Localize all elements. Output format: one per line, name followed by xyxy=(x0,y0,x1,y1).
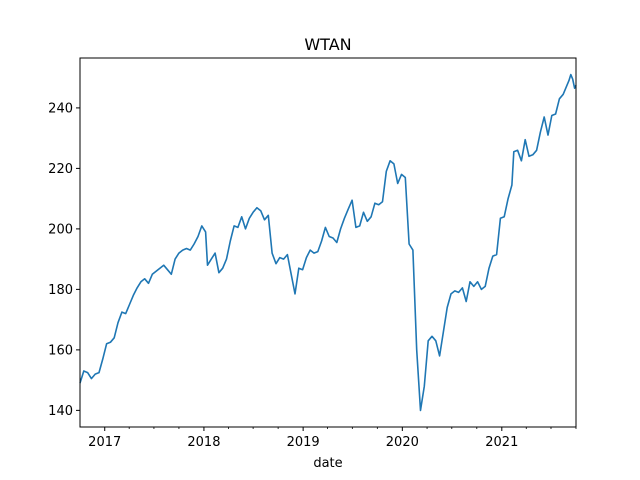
y-tick-label: 180 xyxy=(48,283,73,298)
y-tick-label: 200 xyxy=(48,222,73,237)
chart-title: WTAN xyxy=(304,35,351,54)
x-tick-label: 2019 xyxy=(287,435,320,450)
x-tick-label: 2021 xyxy=(485,435,518,450)
x-tick-label: 2020 xyxy=(386,435,419,450)
x-tick-label: 2017 xyxy=(88,435,121,450)
x-tick-label: 2018 xyxy=(187,435,220,450)
y-tick-label: 220 xyxy=(48,162,73,177)
plot-area xyxy=(79,73,577,412)
series-line-0 xyxy=(79,73,577,412)
x-axis-label: date xyxy=(313,456,342,471)
y-tick-label: 160 xyxy=(48,343,73,358)
y-tick-label: 140 xyxy=(48,404,73,419)
x-axis: 2017 2018 2019 2020 2021 xyxy=(88,427,577,450)
axes-frame xyxy=(79,57,577,428)
y-axis: 140 160 180 200 220 240 xyxy=(48,101,80,419)
y-tick-label: 240 xyxy=(48,101,73,116)
